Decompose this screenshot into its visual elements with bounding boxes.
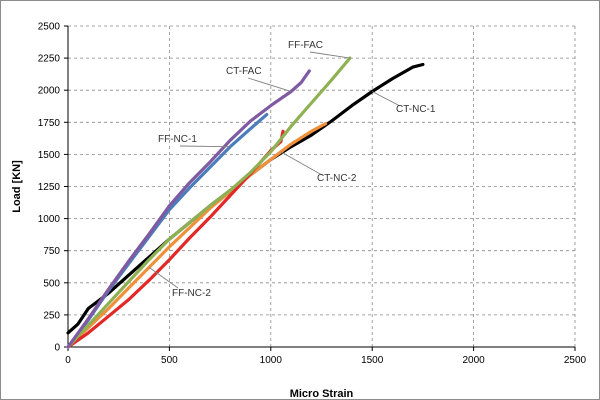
y-tick-label: 2250 (38, 54, 61, 65)
annotation-leader-ff-nc-2 (148, 267, 179, 289)
y-tick-label: 500 (43, 278, 60, 289)
annotation-leader-ct-nc-1 (371, 91, 401, 107)
x-tick-label: 500 (161, 355, 178, 366)
x-axis-title: Micro Strain (290, 388, 354, 400)
y-tick-label: 1750 (38, 118, 61, 129)
y-tick-label: 2500 (38, 22, 61, 33)
series-line-ct-nc-2 (66, 122, 328, 349)
x-tick-label: 1000 (260, 355, 283, 366)
series-line-ff-fac (66, 56, 352, 349)
annotation-label-ff-nc-1: FF-NC-1 (158, 134, 197, 145)
annotation-label-ff-fac: FF-FAC (288, 40, 323, 51)
x-tick-label: 2000 (462, 355, 485, 366)
annotation-leader-ct-fac (247, 77, 292, 92)
annotation-leader-ct-nc-2 (280, 151, 323, 176)
annotation-label-ct-fac: CT-FAC (226, 66, 262, 77)
y-tick-label: 0 (54, 343, 60, 354)
series-line-ct-fac (66, 69, 311, 349)
y-tick-label: 2000 (38, 86, 61, 97)
x-tick-label: 1500 (361, 355, 384, 366)
annotation-leader-ff-fac (309, 51, 350, 59)
y-tick-label: 1000 (38, 214, 61, 225)
x-tick-label: 0 (65, 355, 71, 366)
annotation-label-ct-nc-2: CT-NC-2 (317, 173, 357, 184)
y-tick-label: 1500 (38, 150, 61, 161)
annotation-leader-ff-nc-1 (179, 145, 231, 148)
series-line-ff-nc-1 (66, 113, 269, 349)
y-tick-label: 1250 (38, 182, 61, 193)
x-tick-label: 2500 (564, 355, 587, 366)
annotation-label-ct-nc-1: CT-NC-1 (396, 104, 436, 115)
y-axis-title: Load [KN] (11, 160, 23, 213)
series-line-ct-nc-1 (66, 62, 425, 335)
y-tick-label: 250 (43, 310, 60, 321)
y-tick-label: 750 (43, 246, 60, 257)
annotation-label-ff-nc-2: FF-NC-2 (172, 288, 211, 299)
